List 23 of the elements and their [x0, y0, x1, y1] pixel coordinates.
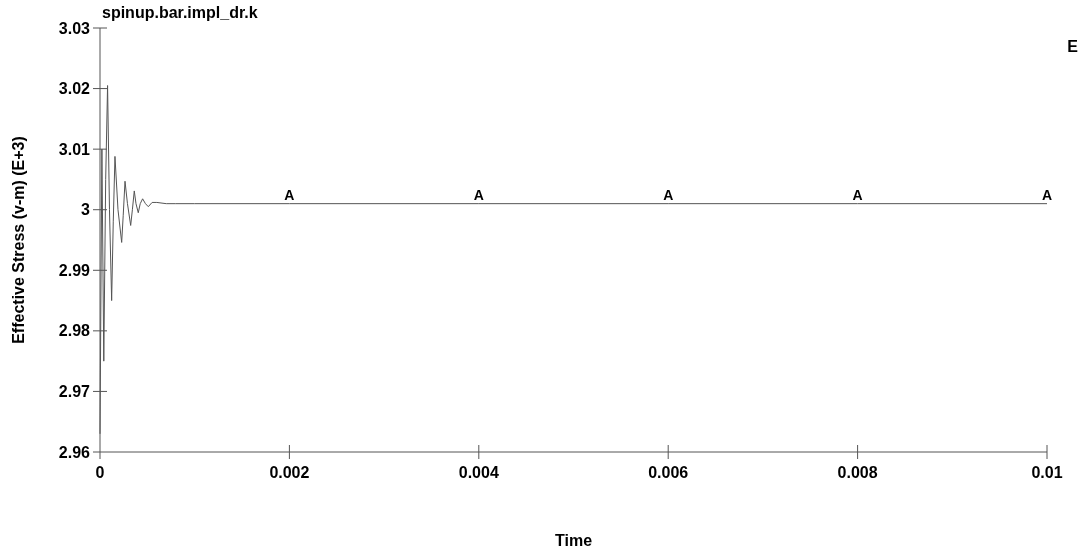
y-tick-label: 2.98 [58, 322, 91, 340]
annotation: A [473, 186, 484, 203]
x-tick-label: 0.006 [648, 464, 689, 481]
annotation: A [1041, 186, 1053, 203]
y-tick-label: 3 [81, 201, 91, 219]
x-tick-label: 0 [95, 464, 105, 481]
y-tick-label: 2.99 [58, 261, 91, 279]
y-tick-label: 3.01 [58, 140, 91, 158]
y-axis-title: Effective Stress (v-m) (E+3) [10, 136, 27, 344]
text: E [1067, 38, 1079, 55]
y-tick-label: 3.02 [58, 80, 91, 98]
y-tick-label: 2.97 [58, 383, 91, 401]
x-axis-title: Time [554, 532, 593, 549]
x-tick-label: 0.002 [269, 464, 310, 481]
x-tick-label: 0.008 [837, 464, 878, 481]
y-tick-label: 3.03 [58, 19, 91, 37]
y-tick-label: 2.96 [58, 443, 91, 461]
x-tick-label: 0.004 [458, 464, 499, 481]
annotation: A [663, 186, 674, 203]
chart-title: spinup.bar.impl_dr.k [102, 4, 258, 21]
annotation: A [284, 186, 295, 203]
x-tick-label: 0.01 [1031, 464, 1063, 481]
annotation: A [852, 186, 863, 203]
